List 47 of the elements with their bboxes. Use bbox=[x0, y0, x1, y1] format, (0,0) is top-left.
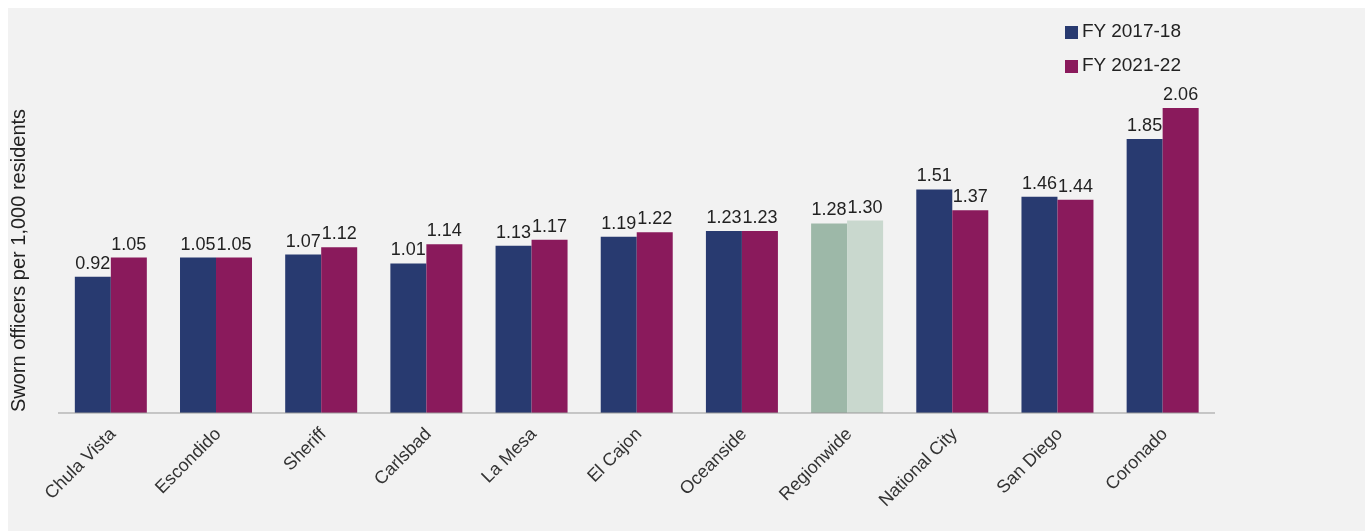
data-label: 1.01 bbox=[390, 239, 426, 260]
data-label: 1.05 bbox=[111, 233, 147, 254]
data-label: 0.92 bbox=[75, 252, 111, 273]
data-label: 1.51 bbox=[916, 165, 952, 186]
data-label: 2.06 bbox=[1163, 84, 1199, 104]
data-label: 1.22 bbox=[637, 208, 673, 229]
data-label: 1.85 bbox=[1127, 115, 1163, 136]
data-label: 1.17 bbox=[532, 215, 568, 236]
bar bbox=[321, 247, 358, 413]
bar bbox=[495, 245, 532, 413]
data-label: 1.28 bbox=[811, 199, 847, 220]
legend-label: FY 2017-18 bbox=[1082, 20, 1181, 41]
bar bbox=[426, 244, 463, 413]
bar bbox=[811, 223, 848, 413]
bar bbox=[1057, 199, 1094, 413]
bar bbox=[180, 257, 217, 413]
data-label: 1.19 bbox=[601, 212, 637, 233]
data-label: 1.12 bbox=[321, 223, 357, 244]
data-label: 1.07 bbox=[285, 230, 321, 251]
bar bbox=[74, 276, 111, 413]
bar bbox=[531, 239, 568, 413]
data-label: 1.30 bbox=[847, 196, 883, 217]
bar bbox=[600, 236, 637, 413]
bar bbox=[636, 232, 673, 413]
bar bbox=[705, 230, 742, 413]
data-label: 1.13 bbox=[496, 221, 532, 242]
bar bbox=[952, 210, 989, 413]
data-label: 1.46 bbox=[1021, 172, 1057, 193]
data-label: 1.23 bbox=[742, 206, 778, 227]
data-label: 1.14 bbox=[426, 220, 462, 241]
bar bbox=[285, 254, 322, 413]
bar bbox=[1021, 196, 1058, 413]
bar bbox=[741, 230, 778, 413]
bar bbox=[1126, 139, 1163, 413]
data-label: 1.23 bbox=[706, 206, 742, 227]
bar bbox=[216, 257, 253, 413]
data-label: 1.05 bbox=[216, 233, 252, 254]
bar bbox=[1162, 108, 1199, 413]
legend-label: FY 2021-22 bbox=[1082, 54, 1181, 75]
data-label: 1.44 bbox=[1057, 175, 1093, 196]
data-label: 1.37 bbox=[952, 186, 988, 207]
bar bbox=[110, 257, 147, 413]
bar bbox=[916, 189, 953, 413]
bar bbox=[390, 263, 427, 413]
data-label: 1.05 bbox=[180, 233, 216, 254]
y-axis-title: Sworn officers per 1,000 residents bbox=[7, 108, 30, 413]
bar bbox=[847, 220, 884, 413]
